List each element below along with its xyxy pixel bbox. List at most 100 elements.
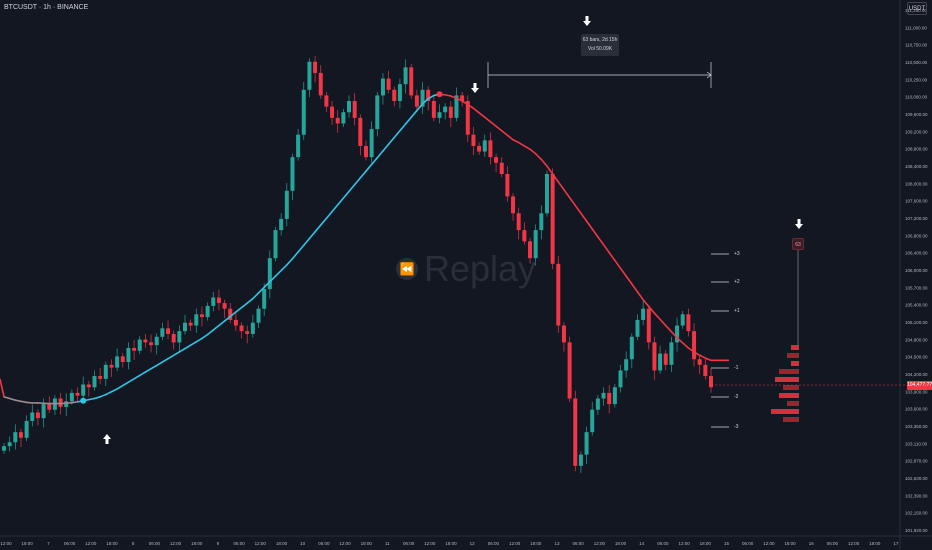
symbol-title[interactable]: BTCUSDT · 1h · BINANCE [4, 4, 89, 11]
moving-average-segment [274, 269, 282, 277]
replay-icon: ⏪ [396, 258, 418, 280]
moving-average-segment [642, 298, 650, 308]
y-tick-label: 108,800.00 [905, 147, 928, 152]
moving-average-segment [144, 367, 152, 373]
y-tick-label: 109,200.00 [905, 129, 928, 134]
candle [358, 117, 363, 146]
candle [92, 376, 97, 388]
x-tick-label: 12:00 [0, 541, 12, 546]
x-tick-label: 18:00 [530, 541, 542, 546]
candle [380, 78, 385, 96]
moving-average-segment [410, 109, 418, 119]
sell-signal-down-arrow-icon [471, 83, 479, 93]
measure-arrowhead [706, 71, 712, 79]
moving-average-segment [461, 100, 469, 106]
x-tick-label: 12:00 [763, 541, 775, 546]
y-tick-label: 105,700.00 [905, 285, 928, 290]
moving-average-segment [427, 94, 435, 100]
candle [505, 173, 510, 197]
moving-average-segment [65, 401, 73, 405]
candle [2, 446, 6, 451]
volume-profile-bin [787, 353, 799, 358]
moving-average-segment [698, 354, 707, 359]
candle [188, 322, 193, 326]
x-tick-label: 12:00 [678, 541, 690, 546]
candle [533, 230, 538, 259]
y-tick-label: 111,250.00 [905, 8, 927, 13]
moving-average-segment [489, 120, 497, 128]
y-tick-label: 111,000.00 [905, 25, 927, 30]
moving-average-segment [218, 320, 226, 327]
x-tick-label: 06:00 [573, 541, 585, 546]
level-label: -1 [734, 365, 739, 371]
x-tick-label: 12:00 [424, 541, 436, 546]
candle [437, 112, 442, 118]
moving-average-segment [110, 388, 118, 393]
candle [352, 101, 357, 118]
volume-profile-bin [779, 369, 799, 374]
moving-average-segment [466, 103, 475, 110]
moving-average-segment [574, 204, 582, 215]
last-price-tag: 104,4??.?? [907, 381, 932, 390]
moving-average-segment [404, 116, 413, 125]
candle [680, 314, 685, 326]
candle [103, 364, 108, 379]
x-tick-label: 06:00 [233, 541, 245, 546]
moving-average-segment [664, 324, 673, 333]
candle [646, 308, 651, 343]
candle [635, 319, 640, 337]
replay-watermark: ⏪ Replay [396, 248, 536, 290]
candle [115, 356, 120, 368]
candle [692, 331, 697, 360]
y-tick-label: 104,800.00 [905, 337, 928, 342]
moving-average-segment [223, 315, 232, 322]
moving-average-segment [246, 297, 254, 304]
candle [590, 409, 595, 433]
measure-volume: Vol 50.09K [587, 46, 613, 52]
moving-average-segment [387, 136, 396, 146]
candle [296, 134, 301, 158]
candle [313, 61, 318, 73]
ma-turn-up-marker [80, 397, 87, 404]
x-tick-label: 10 [300, 541, 306, 546]
moving-average-segment [636, 291, 644, 301]
moving-average-segment [495, 125, 503, 132]
moving-average-segment [523, 145, 531, 151]
candle [675, 325, 680, 343]
moving-average-segment [659, 318, 667, 327]
currency-button[interactable]: USDT [907, 2, 927, 15]
x-tick-label: 18:00 [106, 541, 118, 546]
candle [211, 297, 216, 306]
candle [595, 398, 600, 410]
volume-profile-bin [783, 417, 799, 422]
volume-profile-bin [775, 377, 799, 382]
candle [13, 432, 18, 443]
x-tick-label: 16 [809, 541, 815, 546]
candle [126, 347, 131, 363]
candle [58, 398, 63, 407]
moving-average-segment [285, 257, 294, 266]
candle [330, 106, 335, 118]
moving-average-segment [444, 94, 452, 97]
candle [465, 101, 470, 135]
moving-average-segment [534, 152, 543, 161]
level-label: +1 [734, 308, 740, 314]
x-tick-label: 14 [639, 541, 645, 546]
candle [477, 145, 482, 152]
x-tick-label: 12:00 [255, 541, 267, 546]
candle [279, 218, 284, 231]
moving-average-segment [568, 196, 577, 207]
bar-count-badge: 63 [792, 238, 804, 250]
moving-average-segment [585, 220, 594, 230]
moving-average-segment [291, 251, 299, 260]
moving-average-segment [25, 401, 34, 404]
y-tick-label: 103,110.00 [905, 441, 928, 446]
candle [658, 353, 663, 371]
volume-profile-bin [791, 361, 799, 366]
moving-average-segment [302, 237, 311, 247]
y-tick-label: 110,250.00 [905, 77, 928, 82]
candle [443, 106, 448, 113]
moving-average-segment [478, 112, 486, 119]
candle [629, 336, 634, 360]
